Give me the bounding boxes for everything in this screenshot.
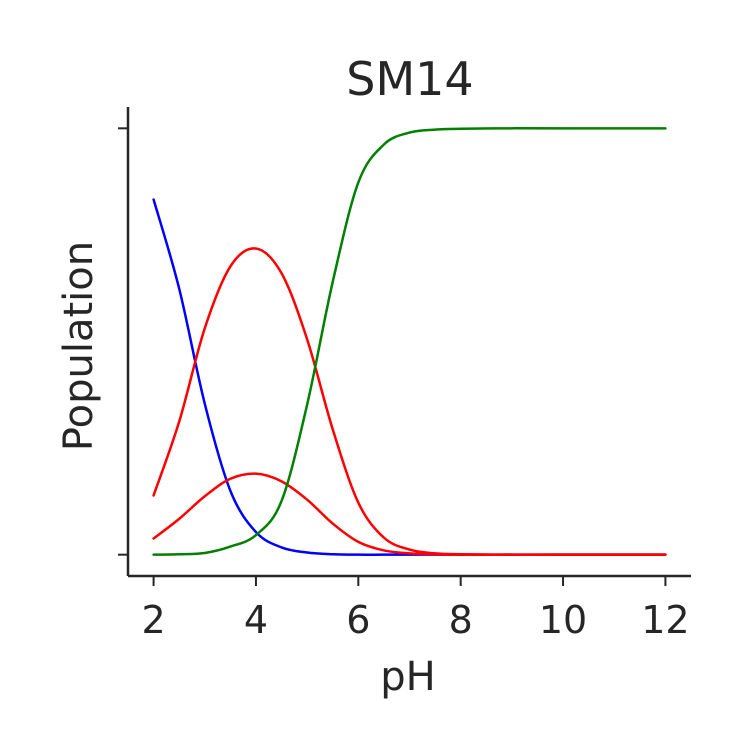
chart-title: SM14 (346, 52, 473, 106)
series-line-1 (152, 198, 667, 556)
series-line-2 (152, 247, 667, 556)
x-tick-label-10: 10 (539, 598, 587, 642)
x-tick-label-4: 4 (244, 598, 268, 642)
y-ticks (118, 127, 128, 556)
x-tick-label-12: 12 (641, 598, 689, 642)
x-axis-label: pH (380, 654, 435, 700)
x-tick-label-8: 8 (449, 598, 473, 642)
x-ticks: 2 4 6 8 10 12 (141, 576, 690, 642)
y-axis-label: Population (56, 241, 102, 451)
series-layer (152, 127, 667, 556)
series-line-4 (152, 127, 667, 556)
x-tick-label-2: 2 (141, 598, 165, 642)
x-tick-label-6: 6 (346, 598, 370, 642)
series-line-3 (152, 472, 667, 556)
